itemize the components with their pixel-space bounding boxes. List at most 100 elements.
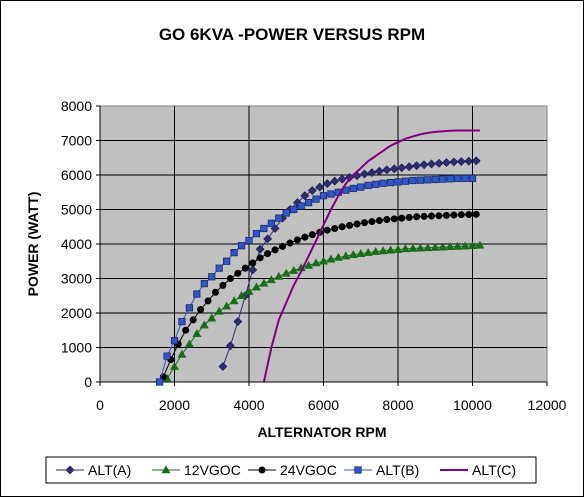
- data-point: [468, 174, 477, 183]
- data-point: [390, 215, 398, 223]
- x-tick-label: 8000: [382, 397, 413, 413]
- data-point: [397, 163, 407, 173]
- data-point: [378, 246, 388, 255]
- data-point: [346, 221, 354, 229]
- data-point: [222, 301, 232, 310]
- legend-item: ALT(B): [344, 462, 419, 478]
- data-point: [475, 240, 485, 249]
- data-point: [155, 378, 164, 386]
- data-point: [315, 182, 325, 192]
- y-tick-labels: 0 1000 2000 3000 4000 5000 6000 7000 8000: [61, 98, 92, 390]
- data-point: [419, 160, 429, 170]
- data-point: [333, 252, 343, 261]
- x-tick-label: 10000: [453, 397, 492, 413]
- data-point: [394, 178, 402, 186]
- data-point: [297, 202, 305, 210]
- y-tick-label: 0: [84, 374, 92, 390]
- series-alt-b: [155, 174, 477, 386]
- data-point: [453, 241, 463, 250]
- data-point: [442, 158, 451, 168]
- data-point: [251, 282, 261, 291]
- data-point: [393, 244, 403, 253]
- data-point: [290, 205, 298, 214]
- data-point: [192, 329, 202, 338]
- data-point: [301, 233, 309, 241]
- data-point: [427, 159, 436, 169]
- legend-label: ALT(C): [472, 462, 516, 478]
- data-point: [312, 195, 320, 203]
- data-point: [375, 217, 383, 225]
- data-point: [389, 164, 399, 174]
- data-point: [279, 242, 287, 250]
- data-point: [229, 296, 239, 305]
- legend-item: 12VGOC: [152, 462, 241, 478]
- data-point: [461, 174, 469, 183]
- data-point: [199, 320, 209, 329]
- data-point: [457, 211, 465, 219]
- data-point: [267, 219, 275, 227]
- data-point: [456, 157, 466, 166]
- data-point: [282, 209, 290, 217]
- y-tick-label: 1000: [61, 340, 92, 356]
- data-point: [163, 352, 171, 360]
- y-tick-label: 7000: [61, 133, 92, 149]
- data-point: [465, 211, 473, 219]
- data-point: [293, 236, 301, 244]
- data-point: [412, 161, 422, 171]
- data-point: [386, 245, 396, 254]
- data-point: [263, 234, 273, 244]
- data-point: [323, 226, 331, 234]
- y-tick-label: 4000: [61, 236, 92, 252]
- legend-label: ALT(B): [376, 462, 419, 478]
- data-point: [453, 174, 462, 183]
- legend: ALT(A) 12VGOC 24VGOC ALT(B) ALT(C): [45, 456, 537, 484]
- data-point: [248, 265, 258, 275]
- data-point: [327, 190, 335, 198]
- data-point: [420, 212, 428, 220]
- data-point: [308, 231, 316, 239]
- data-point: [260, 224, 268, 233]
- data-point: [408, 243, 418, 252]
- legend-label: ALT(A): [88, 462, 131, 478]
- data-point: [225, 341, 235, 351]
- legend-item: ALT(A): [56, 462, 131, 478]
- data-point: [449, 157, 459, 167]
- data-point: [211, 288, 219, 296]
- data-point: [330, 176, 340, 186]
- series-alt-c: [262, 129, 480, 383]
- data-point: [289, 265, 299, 274]
- data-point: [372, 180, 380, 188]
- x-tick-label: 12000: [528, 397, 567, 413]
- data-point: [230, 249, 238, 257]
- legend-swatch-marker: [354, 466, 362, 474]
- data-point: [401, 177, 410, 185]
- data-point: [341, 251, 351, 260]
- data-point: [319, 192, 328, 200]
- data-point: [184, 339, 194, 348]
- chart-title: GO 6KVA -POWER VERSUS RPM: [159, 25, 425, 44]
- data-point: [237, 242, 246, 250]
- data-point: [356, 249, 366, 257]
- data-point: [382, 165, 392, 175]
- data-point: [331, 224, 339, 232]
- data-series: [155, 129, 485, 386]
- data-point: [450, 211, 458, 219]
- y-tick-label: 8000: [61, 98, 92, 114]
- data-point: [304, 198, 313, 207]
- data-point: [256, 254, 264, 262]
- data-point: [434, 158, 444, 168]
- legend-item: 24VGOC: [248, 462, 337, 478]
- data-point: [264, 250, 272, 258]
- data-point: [241, 264, 249, 272]
- data-point: [218, 362, 228, 371]
- data-point: [219, 281, 227, 289]
- data-point: [304, 260, 314, 269]
- data-point: [404, 162, 414, 172]
- data-point: [223, 257, 231, 265]
- data-point: [413, 213, 421, 221]
- data-point: [353, 220, 361, 228]
- data-point: [177, 349, 187, 358]
- data-point: [226, 274, 234, 282]
- data-point: [189, 316, 197, 324]
